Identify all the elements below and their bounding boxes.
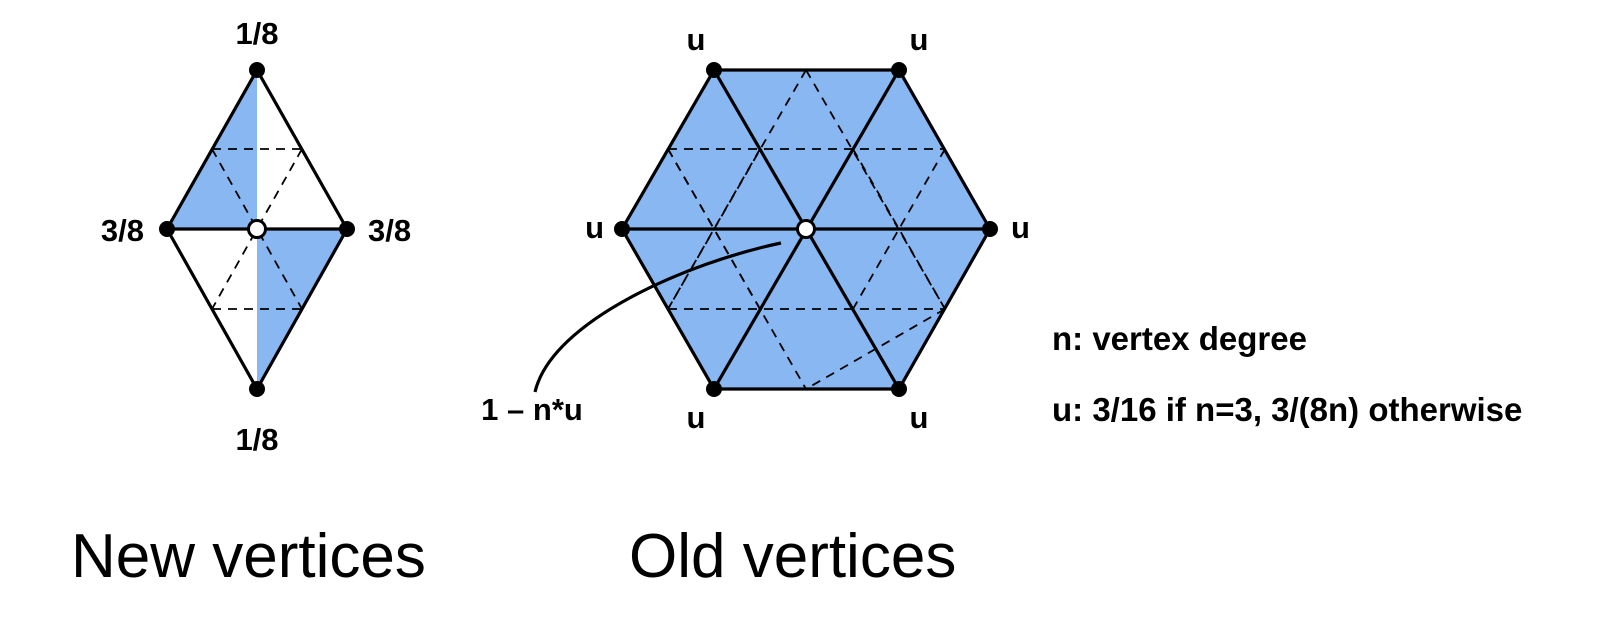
caption-new-vertices: New vertices <box>71 522 426 591</box>
weight-right: u <box>1011 210 1030 245</box>
weight-top-left: u <box>687 22 706 57</box>
old-vertices-hexagon <box>533 62 998 397</box>
legend-n-definition: n: vertex degree <box>1052 320 1307 357</box>
vertex-left <box>614 221 630 237</box>
vertex-right <box>339 221 355 237</box>
weight-bottom-left: u <box>687 400 706 435</box>
center-callout-curve <box>533 241 782 393</box>
weight-top: 1/8 <box>235 16 278 51</box>
new-vertices-diamond <box>159 62 355 397</box>
vertex-bottom <box>249 381 265 397</box>
vertex-bottom-right <box>891 381 907 397</box>
caption-old-vertices: Old vertices <box>629 522 956 591</box>
old-vertex-center-point <box>796 219 816 239</box>
vertex-bottom-left <box>706 381 722 397</box>
weight-left: u <box>585 210 604 245</box>
weight-bottom: 1/8 <box>235 422 278 457</box>
weight-top-right: u <box>910 22 929 57</box>
vertex-top <box>249 62 265 78</box>
vertex-top-left <box>706 62 722 78</box>
center-weight-label: 1 – n*u <box>481 392 583 427</box>
vertex-right <box>982 221 998 237</box>
weight-left: 3/8 <box>101 213 144 248</box>
vertex-top-right <box>891 62 907 78</box>
weight-bottom-right: u <box>910 400 929 435</box>
new-vertex-point <box>247 219 267 239</box>
legend-u-definition: u: 3/16 if n=3, 3/(8n) otherwise <box>1052 391 1522 428</box>
weight-right: 3/8 <box>368 213 411 248</box>
vertex-left <box>159 221 175 237</box>
